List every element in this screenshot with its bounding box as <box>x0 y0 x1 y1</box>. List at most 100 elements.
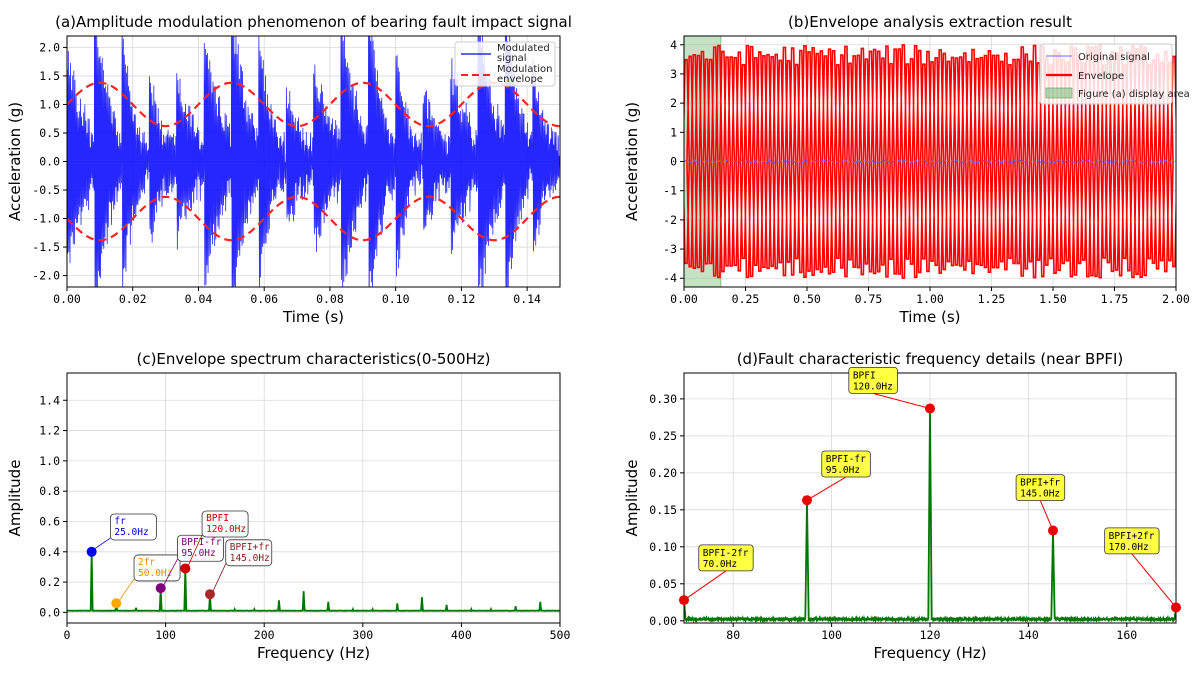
y-tick-label: 1.5 <box>39 69 60 83</box>
y-tick-label: -1 <box>663 184 677 198</box>
y-tick-label: 0.15 <box>649 503 677 517</box>
annotation-arrow <box>872 392 931 409</box>
annotation-value: 25.0Hz <box>114 527 148 538</box>
chart-title: (c)Envelope spectrum characteristics(0-5… <box>136 350 490 368</box>
x-tick-label: 400 <box>451 628 472 642</box>
x-tick-label: 1.50 <box>1039 292 1067 306</box>
peak-marker <box>802 495 812 506</box>
x-axis-label: Frequency (Hz) <box>873 644 986 662</box>
legend-box <box>454 41 556 87</box>
x-tick-label: 0.00 <box>670 292 698 306</box>
y-tick-label: 0.0 <box>39 605 60 619</box>
x-tick-label: 0.02 <box>119 292 147 306</box>
legend: Original signal Envelope Figure (a) displa… <box>1039 43 1190 105</box>
y-tick-label: 1.0 <box>39 454 60 468</box>
annotation-arrow <box>1131 553 1177 608</box>
annotation-label: 2fr <box>138 557 155 568</box>
x-tick-label: 1.25 <box>978 292 1006 306</box>
annotation-label: BPFI+fr <box>1020 478 1060 489</box>
x-tick-label: 80 <box>726 628 740 642</box>
legend-label: Modulation <box>497 64 553 75</box>
y-tick-label: 0.8 <box>39 484 60 498</box>
panel-b: 0.00 0.25 0.50 0.75 1.00 1.25 1.50 1.75 2.00 4 3 2 1… <box>623 13 1190 326</box>
y-tick-label: 0.6 <box>39 514 60 528</box>
chart-title: (b)Envelope analysis extraction result <box>788 13 1072 31</box>
annotation-box <box>1104 527 1160 555</box>
axes-frame <box>66 35 561 288</box>
x-tick-label: 100 <box>821 628 842 642</box>
y-tick-label: -0.5 <box>32 183 60 197</box>
annotation-arrow <box>683 570 727 601</box>
chart-title: (d)Fault characteristic frequency detail… <box>737 350 1124 368</box>
legend-label: Envelope <box>1078 71 1124 82</box>
legend-label: envelope <box>497 74 543 85</box>
y-tick-label: -1.0 <box>32 212 60 226</box>
spectrum-line <box>67 551 560 613</box>
annotation-box <box>133 554 181 582</box>
x-tick-label: 120 <box>920 628 941 642</box>
annotation-box <box>1015 474 1066 502</box>
legend-label: Modulated <box>497 43 550 54</box>
x-axis-label: Time (s) <box>282 308 344 326</box>
y-tick-label: 0.2 <box>39 575 60 589</box>
legend-label: Original signal <box>1078 52 1150 63</box>
plot-area <box>67 36 560 287</box>
annotation-arrow <box>118 578 135 601</box>
axes-frame <box>683 35 1177 288</box>
y-tick-label: -2.0 <box>32 269 60 283</box>
y-tick-label: 0.25 <box>649 429 677 443</box>
peak-marker <box>111 598 122 609</box>
y-tick-label: 0.10 <box>649 540 677 554</box>
annotation-box <box>225 539 273 567</box>
x-tick-label: 0.14 <box>513 292 541 306</box>
x-tick-label: 500 <box>550 628 571 642</box>
annotation-arrow <box>163 559 178 586</box>
y-tick-label: 0 <box>670 155 677 169</box>
panel-c: 0 100 200 300 400 500 1.4 1.2 1.0 0.8 0.6 0.4 0.2 0.0… <box>6 350 570 662</box>
y-tick-label: 0.00 <box>649 614 677 628</box>
legend-label: Figure (a) display area <box>1078 89 1190 100</box>
annotation-arrow <box>212 563 227 592</box>
annotation-label: BPFI <box>206 513 229 524</box>
legend-box <box>1039 43 1173 105</box>
annotation-label: fr <box>114 516 126 527</box>
annotation-arrow <box>94 537 111 550</box>
y-axis-label: Acceleration (g) <box>623 102 641 221</box>
x-tick-label: 0.04 <box>185 292 213 306</box>
y-tick-label: 0.5 <box>39 126 60 140</box>
peak-marker <box>155 583 166 594</box>
x-tick-label: 0.25 <box>732 292 760 306</box>
peak-marker <box>1171 602 1181 613</box>
y-tick-label: -3 <box>663 242 677 256</box>
peak-marker <box>1048 525 1058 536</box>
annotation-label: BPFI+fr <box>230 542 270 553</box>
plot-area <box>67 551 560 613</box>
annotation-arrow <box>1039 500 1054 531</box>
peak-marker <box>204 589 215 600</box>
panel-d: 80 100 120 140 160 0.30 0.25 0.20 0.15 0.10 0.05 0.… <box>623 350 1181 662</box>
x-tick-label: 160 <box>1116 628 1137 642</box>
annotation-box <box>109 513 157 541</box>
axes-frame <box>66 372 561 624</box>
y-tick-label: 3 <box>670 67 677 81</box>
y-tick-label: 0.20 <box>649 466 677 480</box>
x-tick-label: 140 <box>1018 628 1039 642</box>
annotation-box <box>698 544 754 572</box>
y-tick-label: 0.30 <box>649 392 677 406</box>
peak-marker <box>180 563 191 574</box>
annotation-label: BPFI+2fr <box>1109 531 1155 542</box>
y-tick-label: 4 <box>670 38 677 52</box>
annotation-value: 50.0Hz <box>138 568 172 579</box>
y-axis-label: Amplitude <box>6 460 24 537</box>
x-axis-label: Time (s) <box>899 308 961 326</box>
annotation-value: 95.0Hz <box>181 548 215 559</box>
x-tick-label: 0.12 <box>448 292 476 306</box>
x-tick-label: 1.75 <box>1101 292 1129 306</box>
annotation-label: BPFI-fr <box>826 454 866 465</box>
y-tick-label: -2 <box>663 213 677 227</box>
annotation-box <box>177 534 224 562</box>
lower-envelope-line <box>67 195 560 242</box>
annotation-value: 120.0Hz <box>206 524 246 535</box>
